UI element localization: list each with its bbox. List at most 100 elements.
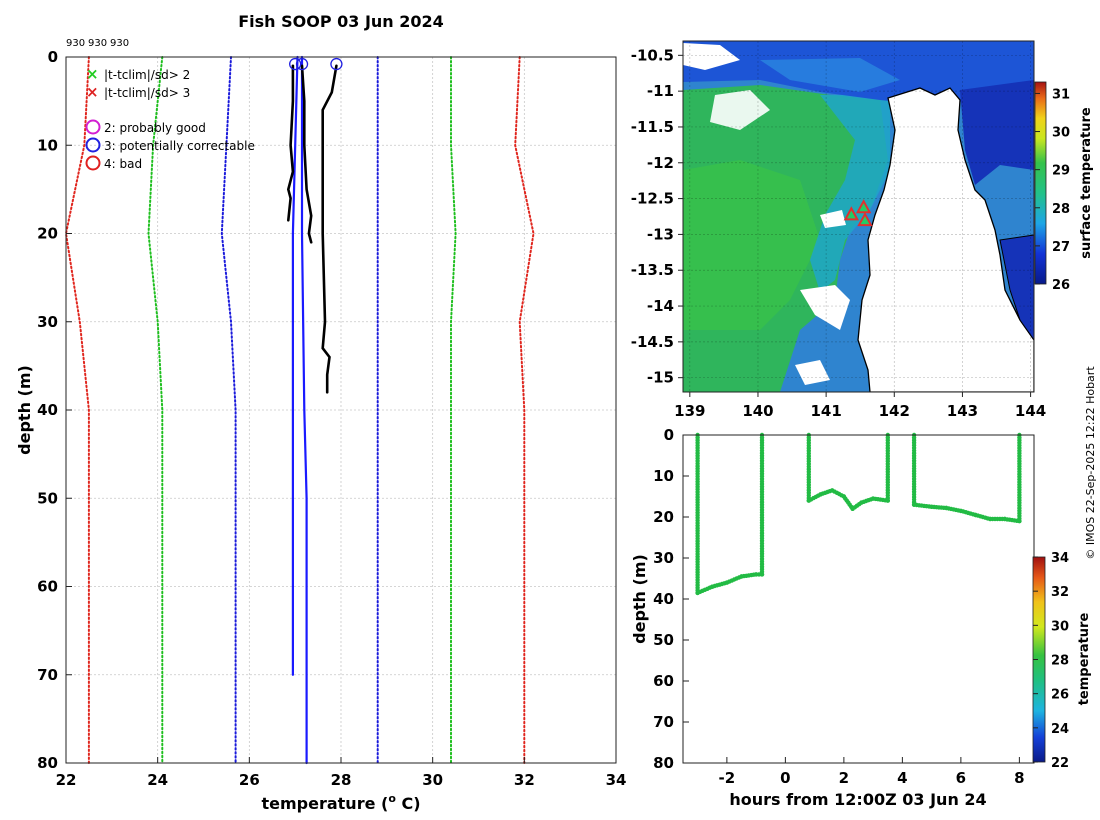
cross-icon: ×: [86, 65, 99, 83]
y-tick-label: -10.5: [631, 46, 674, 64]
gulf-water: [960, 80, 1034, 185]
station-marker: [857, 211, 873, 227]
profile-y-ticks: 0 10 20 30 40 50 60 70 80: [37, 48, 72, 772]
profile-x-ticks: 22 24 26 28 30 32 34: [56, 757, 627, 789]
track-x-label: hours from 12:00Z 03 Jun 24: [729, 790, 986, 809]
qc-marker: [295, 57, 309, 71]
x-tick-label: 143: [947, 402, 978, 420]
cloud-patch: [800, 285, 850, 330]
cloud-patch: [820, 210, 846, 228]
map-y-ticks: -10.5 -11 -11.5 -12 -12.5 -13 -13.5 -14 -14.5 -15: [631, 46, 683, 387]
track-y-label: depth (m): [630, 554, 649, 644]
sst-cool-patch: [760, 58, 900, 92]
circle-icon: [85, 119, 101, 135]
cloud-patch: [795, 360, 830, 385]
y-tick-label: 50: [653, 631, 674, 649]
map-field: [683, 41, 1034, 392]
colorbar-tick-label: 31: [1052, 87, 1070, 102]
y-tick-label: 10: [653, 467, 674, 485]
y-tick-label: -14.5: [631, 333, 674, 351]
legend-item: × |t-tclim|/sd> 2: [86, 65, 190, 83]
circle-icon: [85, 155, 101, 171]
x-tick-label: 0: [780, 769, 790, 787]
legend-label: 2: probably good: [104, 121, 206, 135]
profile-line: [514, 56, 535, 764]
circle-icon: [85, 137, 101, 153]
colorbar-tick-label: 27: [1052, 240, 1070, 255]
colorbar-tick-label: 32: [1051, 585, 1069, 600]
legend-label: 4: bad: [104, 157, 142, 171]
profile-line: [300, 55, 308, 765]
colorbar-tick-label: 24: [1051, 722, 1069, 737]
legend-item: 3: potentially correctable: [85, 137, 255, 153]
station-marker: [855, 199, 872, 214]
profile-id: 930: [66, 38, 85, 49]
x-tick-label: -2: [719, 769, 736, 787]
sst-coastal-band: [810, 95, 890, 292]
y-tick-label: -11: [647, 82, 674, 100]
profile-line: [64, 56, 90, 764]
y-tick-label: -14: [647, 297, 674, 315]
credit-text: © IMOS 22-Sep-2025 12:22 Hobart: [1084, 366, 1097, 560]
colorbar-tick-label: 34: [1051, 551, 1069, 566]
y-tick-label: 60: [37, 578, 58, 596]
profile-line: [286, 64, 295, 222]
colorbar-tick-label: 28: [1052, 202, 1070, 217]
colorbar-tick-label: 22: [1051, 756, 1069, 771]
profile-y-label: depth (m): [15, 365, 34, 455]
sst-warmest-region: [683, 160, 820, 330]
y-tick-label: 30: [37, 313, 58, 331]
x-tick-label: 24: [147, 771, 168, 789]
track-y-ticks: 0 10 20 30 40 50 60 70 80: [653, 426, 689, 772]
y-tick-label: -11.5: [631, 118, 674, 136]
y-tick-label: 0: [48, 48, 58, 66]
map-x-ticks: 139 140 141 142 143 144: [674, 392, 1046, 420]
profile-line: [450, 56, 457, 764]
map-colorbar-ticks: 26 27 28 29 30 31: [1035, 87, 1070, 293]
cloud-patch: [683, 43, 740, 70]
y-tick-label: 70: [653, 713, 674, 731]
legend: × |t-tclim|/sd> 2 × |t-tclim|/sd> 3 2: p…: [85, 65, 255, 171]
y-tick-label: -13: [647, 225, 674, 243]
colorbar-tick-label: 26: [1051, 688, 1069, 703]
x-tick-label: 22: [56, 771, 77, 789]
profile-grid: [65, 56, 617, 764]
profile-qc-markers: [289, 57, 343, 71]
legend-label: |t-tclim|/sd> 3: [104, 86, 190, 100]
gulf-water-south: [999, 234, 1034, 341]
x-tick-label: 34: [606, 771, 627, 789]
y-tick-label: 80: [653, 754, 674, 772]
y-tick-label: 50: [37, 489, 58, 507]
map-frame: [682, 40, 1035, 393]
y-tick-label: 70: [37, 666, 58, 684]
y-tick-label: 20: [653, 508, 674, 526]
x-tick-label: 2: [839, 769, 849, 787]
profile-line: [291, 55, 299, 676]
y-tick-label: 80: [37, 754, 58, 772]
profile-line: [321, 64, 338, 394]
y-tick-label: -12.5: [631, 190, 674, 208]
y-tick-label: 40: [653, 590, 674, 608]
profile-line: [300, 64, 313, 244]
y-tick-label: -13.5: [631, 261, 674, 279]
colorbar-tick-label: 29: [1052, 164, 1070, 179]
y-tick-label: -15: [647, 369, 674, 387]
x-tick-label: 142: [879, 402, 910, 420]
track-frame: [682, 434, 1035, 764]
station-marker: [843, 206, 860, 221]
map-colorbar-label: surface temperature: [1079, 107, 1094, 259]
x-tick-label: 30: [422, 771, 443, 789]
profile-id: 930: [110, 38, 129, 49]
colorbar-tick-label: 28: [1051, 654, 1069, 669]
x-tick-label: 28: [331, 771, 352, 789]
profile-x-label: temperature (o C): [261, 792, 420, 813]
x-tick-label: 144: [1015, 402, 1046, 420]
x-tick-label: 32: [514, 771, 535, 789]
x-tick-label: 26: [239, 771, 260, 789]
track-x-ticks: -2 0 2 4 6 8: [719, 757, 1025, 787]
legend-label: |t-tclim|/sd> 2: [104, 68, 190, 82]
y-tick-label: -12: [647, 154, 674, 172]
track-points: [695, 432, 1022, 596]
